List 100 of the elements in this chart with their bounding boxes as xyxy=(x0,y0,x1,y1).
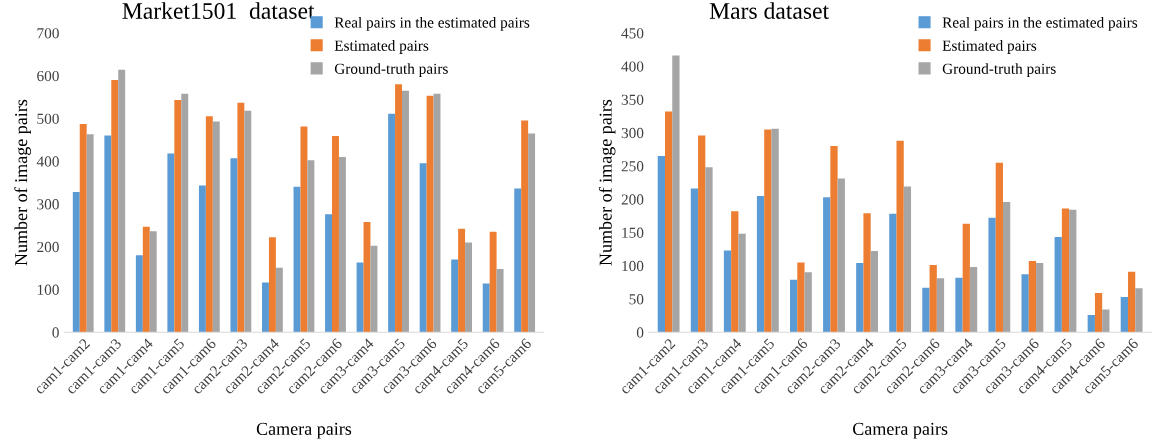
bar xyxy=(482,283,490,333)
bar xyxy=(870,251,878,333)
bar xyxy=(528,133,536,333)
legend-label: Real pairs in the estimated pairs xyxy=(942,16,1138,31)
bar xyxy=(665,111,673,333)
y-axis-title: Number of image pairs xyxy=(14,99,31,266)
y-tick-label: 300 xyxy=(37,199,59,210)
bar xyxy=(723,250,732,333)
bar xyxy=(804,272,812,333)
legend-label: Real pairs in the estimated pairs xyxy=(334,16,530,31)
y-tick-label: 400 xyxy=(621,61,644,72)
bar xyxy=(118,69,126,333)
bar xyxy=(174,100,182,333)
bar xyxy=(1036,263,1044,333)
bar xyxy=(797,262,805,333)
bar xyxy=(1002,201,1011,333)
bar xyxy=(756,195,765,333)
bar xyxy=(167,153,175,333)
bar xyxy=(181,93,189,333)
y-tick-label: 0 xyxy=(52,327,59,338)
bar xyxy=(465,242,473,333)
bar xyxy=(451,259,459,333)
bar xyxy=(672,55,680,333)
bar xyxy=(995,162,1003,333)
bar xyxy=(988,217,996,333)
y-tick-label: 200 xyxy=(37,241,59,253)
chart-title: Market1501 dataset xyxy=(122,2,315,19)
bar xyxy=(230,158,238,333)
bar xyxy=(863,213,871,333)
bar xyxy=(962,223,970,333)
y-tick-label: 300 xyxy=(621,127,644,139)
y-tick-label: 500 xyxy=(37,113,59,124)
bar xyxy=(514,188,522,333)
bar xyxy=(356,262,364,333)
bar xyxy=(690,188,699,333)
bar xyxy=(212,121,220,333)
bar xyxy=(237,102,245,333)
x-axis-title: Camera pairs xyxy=(852,422,948,439)
bar xyxy=(275,267,283,333)
bar xyxy=(764,129,772,333)
y-tick-label: 0 xyxy=(636,327,644,338)
bar xyxy=(955,277,963,333)
bar xyxy=(521,120,529,333)
bar xyxy=(135,255,143,333)
bar xyxy=(395,84,403,333)
x-axis-title: Camera pairs xyxy=(256,422,352,439)
y-tick-label: 700 xyxy=(37,28,59,39)
legend-label: Estimated pairs xyxy=(334,40,429,54)
legend-label: Estimated pairs xyxy=(942,40,1037,54)
bar xyxy=(922,287,930,333)
bar xyxy=(1054,237,1062,333)
bar xyxy=(300,126,308,333)
bar xyxy=(244,110,252,333)
y-tick-label: 50 xyxy=(629,294,644,305)
bar xyxy=(1127,271,1136,333)
bar xyxy=(1087,314,1095,333)
bar xyxy=(731,211,739,333)
bar xyxy=(149,231,157,333)
bar xyxy=(705,167,713,333)
bar xyxy=(856,263,864,333)
bar xyxy=(338,156,346,333)
bar xyxy=(205,116,213,333)
bar xyxy=(1135,288,1143,333)
bar xyxy=(1102,309,1110,333)
bar xyxy=(738,233,746,333)
y-tick-label: 400 xyxy=(36,156,59,167)
y-tick-label: 100 xyxy=(622,260,644,272)
legend-label: Ground-truth pairs xyxy=(334,63,448,78)
bar xyxy=(262,282,269,333)
bar xyxy=(419,163,427,333)
bar xyxy=(936,278,945,333)
bar xyxy=(929,265,937,333)
bar xyxy=(86,134,94,333)
y-tick-label: 350 xyxy=(621,94,644,105)
y-tick-label: 250 xyxy=(621,161,644,172)
y-tick-label: 100 xyxy=(37,284,59,295)
bar xyxy=(1069,209,1077,333)
bar xyxy=(325,214,332,333)
bar xyxy=(111,80,119,333)
bar xyxy=(268,237,276,333)
bar xyxy=(458,228,466,333)
bar xyxy=(790,279,798,333)
bar xyxy=(830,146,838,333)
bar xyxy=(104,135,112,333)
bar xyxy=(370,245,378,333)
legend-label: Ground-truth pairs xyxy=(942,63,1056,78)
chart-title: Mars dataset xyxy=(709,2,829,19)
bar xyxy=(969,267,978,333)
bar xyxy=(426,95,434,333)
bar xyxy=(889,213,897,333)
y-tick-label: 150 xyxy=(622,227,644,238)
bar xyxy=(142,226,150,333)
bar xyxy=(388,113,396,333)
y-tick-label: 450 xyxy=(621,28,644,39)
bar xyxy=(698,135,706,333)
bar xyxy=(496,268,504,333)
bar xyxy=(837,178,845,333)
bar xyxy=(1094,292,1103,333)
y-axis-title: Number of image pairs xyxy=(598,99,616,266)
bar xyxy=(489,231,497,333)
